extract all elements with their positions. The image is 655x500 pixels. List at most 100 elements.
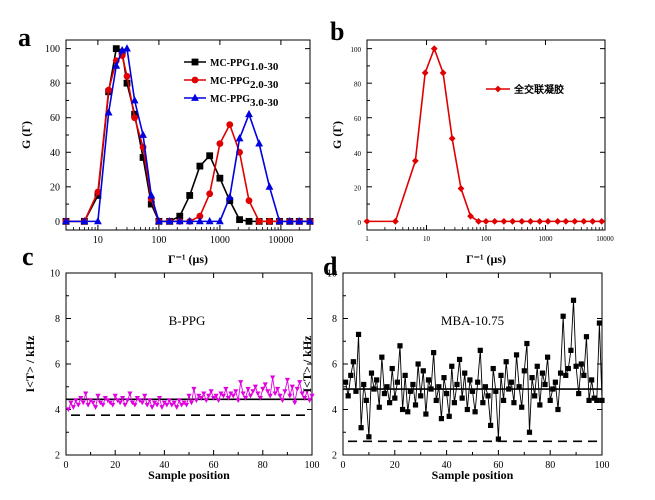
data-point [119,396,126,401]
data-point [557,370,564,376]
x-tick-label: 80 [258,460,268,471]
data-point [513,352,520,358]
data-point [247,393,254,399]
data-point [245,109,253,118]
panel-letter-a: a [18,23,31,52]
data-point [423,411,429,417]
data-point [391,217,399,225]
data-point [154,216,163,225]
x-tick-label: 1 [365,235,369,243]
data-point [353,388,359,394]
data-point [255,217,263,225]
data-point [175,216,184,225]
data-point [236,216,243,224]
data-point [508,379,514,385]
panel-b-chart: 0 20 40 60 80 100 1 10 100 1000 10000 Γ⁻¹ (μs) G (Γ)… [330,39,614,266]
legend-label: 全交联凝胶 [513,83,564,96]
data-point [250,389,256,394]
y-axis-label: I<T> / kHz [23,335,37,393]
data-point [306,398,313,403]
y-tick-label: 60 [50,113,60,124]
data-point [257,396,263,401]
data-point [583,334,590,340]
data-point [112,45,120,53]
data-point [511,400,517,406]
data-point [226,121,234,129]
x-tick-label: 1000 [210,235,230,246]
data-point [132,402,138,408]
data-point [389,365,395,372]
data-point [410,381,416,388]
y-axis-label: G (Γ) [19,121,33,149]
data-point [230,393,236,399]
data-point [252,384,259,390]
data-point [100,402,106,408]
data-point [223,386,229,392]
data-point [127,391,133,397]
data-point [526,429,533,435]
data-point [179,402,185,408]
data-point [342,379,349,385]
data-point [94,188,102,196]
data-point [142,393,148,399]
series-line-3 [66,47,310,223]
data-point [267,393,273,399]
data-point [576,390,582,397]
x-tick-label: 20 [110,460,120,471]
data-point [117,400,123,406]
series-line-1 [367,46,602,223]
data-point [183,402,190,408]
data-point [139,154,147,161]
data-point [428,386,434,392]
data-point [475,217,482,225]
data-point [176,398,182,403]
data-point [560,313,566,319]
data-point [62,216,70,225]
data-point [292,400,298,406]
y-axis-label: G (Γ) [330,121,344,149]
data-point [472,409,478,415]
data-point [186,192,194,199]
data-point [456,356,463,363]
data-point [467,212,474,220]
x-tick-label: 80 [545,460,555,471]
data-point [131,114,139,122]
data-point [509,217,517,225]
data-point [392,395,398,401]
data-point [524,340,530,347]
data-point [387,400,393,406]
data-point [464,406,470,413]
data-point [165,216,174,225]
data-point [555,406,561,413]
x-tick-label: 60 [493,460,503,471]
x-tick-label: 10000 [268,235,293,246]
data-point [270,375,276,381]
data-point [85,402,91,408]
data-point [123,72,131,80]
data-point [425,377,432,383]
series-line-1 [345,300,603,440]
data-point [573,363,579,369]
data-point [462,370,468,376]
legend-label: MC-PPG3.0-30 [210,94,279,109]
data-point [105,86,113,94]
data-point [216,174,224,182]
data-point [299,391,305,397]
data-point [495,436,501,442]
data-point [78,396,84,401]
data-point [355,331,362,338]
data-point [110,402,116,408]
data-point [469,388,476,394]
data-point [480,400,486,406]
data-point [245,386,251,392]
data-point [203,398,209,403]
data-point [306,216,314,225]
x-tick-label: 100 [151,235,166,246]
data-point [174,405,180,410]
data-point [309,393,315,399]
legend-marker [494,85,502,93]
data-point [399,406,406,413]
data-point [124,398,131,403]
data-point [521,368,527,374]
data-point [534,363,540,369]
